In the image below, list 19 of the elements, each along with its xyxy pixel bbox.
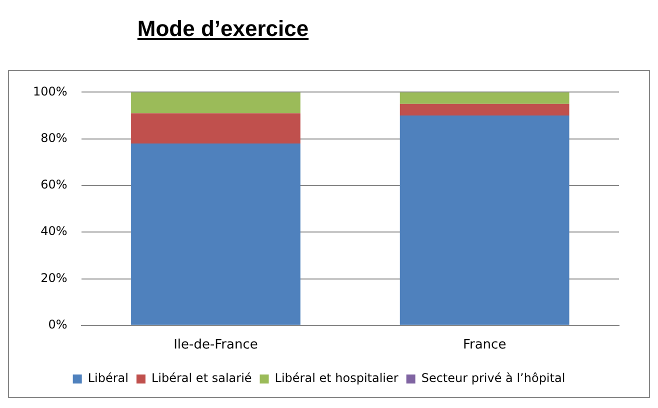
y-tick-label: 60% (40, 178, 68, 192)
bar (400, 92, 570, 104)
bar (131, 92, 300, 114)
legend-label: Libéral et salarié (151, 371, 252, 386)
bar (131, 113, 300, 144)
bar (131, 144, 300, 325)
x-tick-label: France (462, 338, 506, 353)
bar (400, 116, 570, 325)
y-tick-label: 100% (32, 84, 68, 98)
chart-title: Mode d’exercice (136, 16, 310, 42)
legend-label: Libéral (88, 371, 128, 386)
y-tick-label: 20% (40, 270, 68, 285)
y-tick-label: 80% (40, 130, 68, 145)
legend-label: Libéral et hospitalier (274, 371, 398, 386)
y-tick-label: 40% (40, 224, 68, 238)
y-tick-label: 0% (48, 318, 68, 332)
x-tick-label: Ile-de-France (174, 338, 258, 353)
bar (400, 104, 570, 116)
legend-label: Secteur privé à l’hôpital (421, 371, 566, 386)
